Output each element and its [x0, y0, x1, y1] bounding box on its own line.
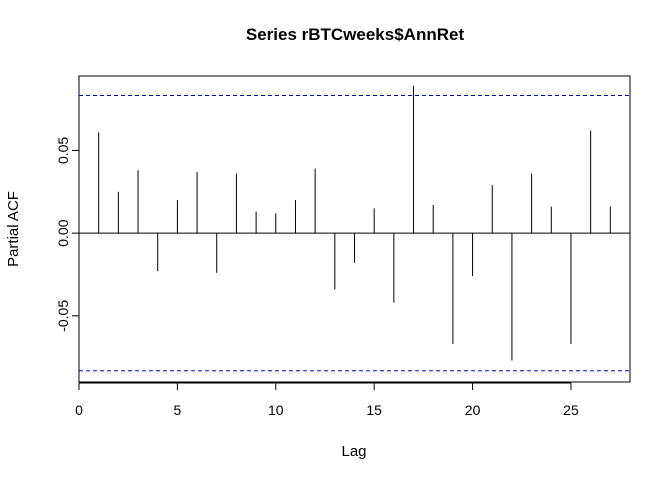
confidence-bounds-layer: [79, 95, 630, 372]
x-tick-label: 20: [465, 402, 481, 418]
x-tick-label: 25: [563, 402, 579, 418]
y-tick-label: 0.00: [55, 219, 71, 246]
x-axis: 0 5 10 15 20 25: [75, 382, 579, 418]
y-axis-title: Partial ACF: [5, 191, 22, 267]
x-tick-label: 15: [366, 402, 382, 418]
plot-frame: [78, 75, 631, 383]
bars-layer: [98, 85, 611, 361]
y-axis: -0.05 0.00 0.05: [55, 137, 80, 332]
x-tick-label: 0: [75, 402, 83, 418]
y-tick-label: 0.05: [55, 137, 71, 164]
chart-title: Series rBTCweeks$AnnRet: [246, 25, 465, 44]
x-axis-title: Lag: [341, 443, 366, 460]
x-tick-label: 10: [268, 402, 284, 418]
x-tick-label: 5: [173, 402, 181, 418]
y-tick-label: -0.05: [55, 300, 71, 332]
